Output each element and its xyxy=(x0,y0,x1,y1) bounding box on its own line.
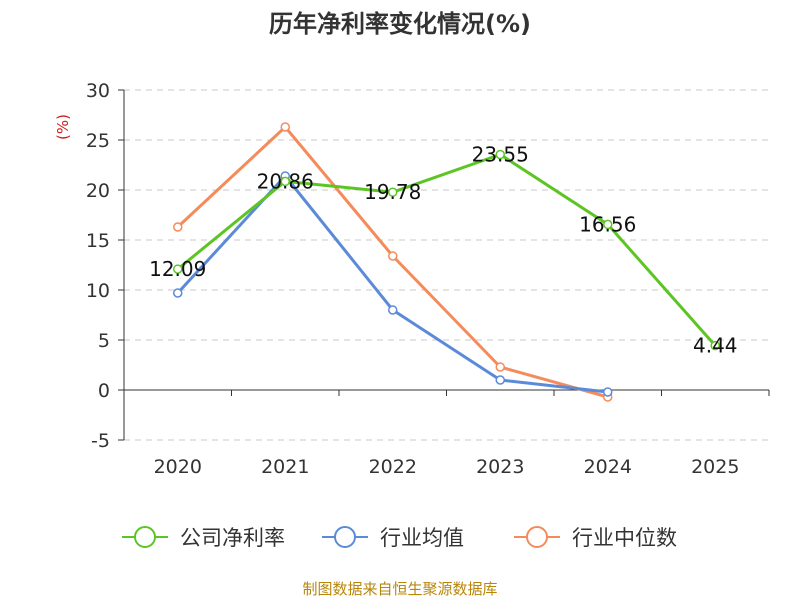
data-labels: 12.09 20.86 19.78 23.55 16.56 4.44 xyxy=(149,143,737,358)
x-tick-label: 2021 xyxy=(261,456,309,478)
data-point xyxy=(173,222,183,232)
legend-marker xyxy=(134,526,156,548)
data-label: 16.56 xyxy=(579,212,636,236)
y-tick-label: 15 xyxy=(86,230,110,252)
legend: 公司净利率 行业均值 行业中位数 xyxy=(122,526,677,550)
data-label: 4.44 xyxy=(693,334,738,358)
data-point xyxy=(173,264,183,274)
x-tick-label: 2023 xyxy=(476,456,524,478)
y-tick-label: 0 xyxy=(98,380,110,402)
legend-label: 行业中位数 xyxy=(572,526,677,550)
y-tick-label: 30 xyxy=(86,80,110,102)
data-point xyxy=(603,387,613,397)
data-point xyxy=(495,375,505,385)
y-tick-label: -5 xyxy=(91,430,110,452)
data-point xyxy=(173,288,183,298)
data-point xyxy=(495,149,505,160)
series-line xyxy=(176,125,609,399)
data-point xyxy=(603,219,613,230)
y-tick-label: 5 xyxy=(98,330,110,352)
chart-title: 历年净利率变化情况(%) xyxy=(269,10,531,38)
data-label: 12.09 xyxy=(149,257,206,281)
gridlines xyxy=(124,89,769,441)
series-line xyxy=(176,174,608,394)
legend-label: 公司净利率 xyxy=(180,526,285,550)
legend-label: 行业均值 xyxy=(380,526,464,550)
x-tick-label: 2022 xyxy=(369,456,417,478)
series-lines xyxy=(173,122,720,402)
data-label: 23.55 xyxy=(472,143,529,167)
data-point xyxy=(388,187,398,197)
y-axis-unit-label: (%) xyxy=(54,114,72,140)
source-note: 制图数据来自恒生聚源数据库 xyxy=(302,580,497,598)
axes: 30 25 20 15 10 5 0 -5 2020 2021 2022 2023 2024 2025 xyxy=(86,80,770,478)
y-tick-label: 10 xyxy=(86,280,110,302)
y-tick-label: 25 xyxy=(86,130,110,152)
data-point xyxy=(388,251,398,261)
data-point xyxy=(495,362,505,372)
legend-marker xyxy=(334,526,356,548)
data-point xyxy=(280,122,290,132)
data-label: 20.86 xyxy=(257,169,314,193)
y-tick-label: 20 xyxy=(86,180,110,202)
x-tick-label: 2020 xyxy=(154,456,202,478)
x-tick-label: 2025 xyxy=(691,456,739,478)
data-point xyxy=(280,176,290,187)
data-point xyxy=(388,305,398,315)
series-line xyxy=(176,153,717,347)
legend-marker xyxy=(526,526,548,548)
data-point xyxy=(710,340,720,351)
x-tick-label: 2024 xyxy=(584,456,632,478)
data-label: 19.78 xyxy=(364,180,421,204)
